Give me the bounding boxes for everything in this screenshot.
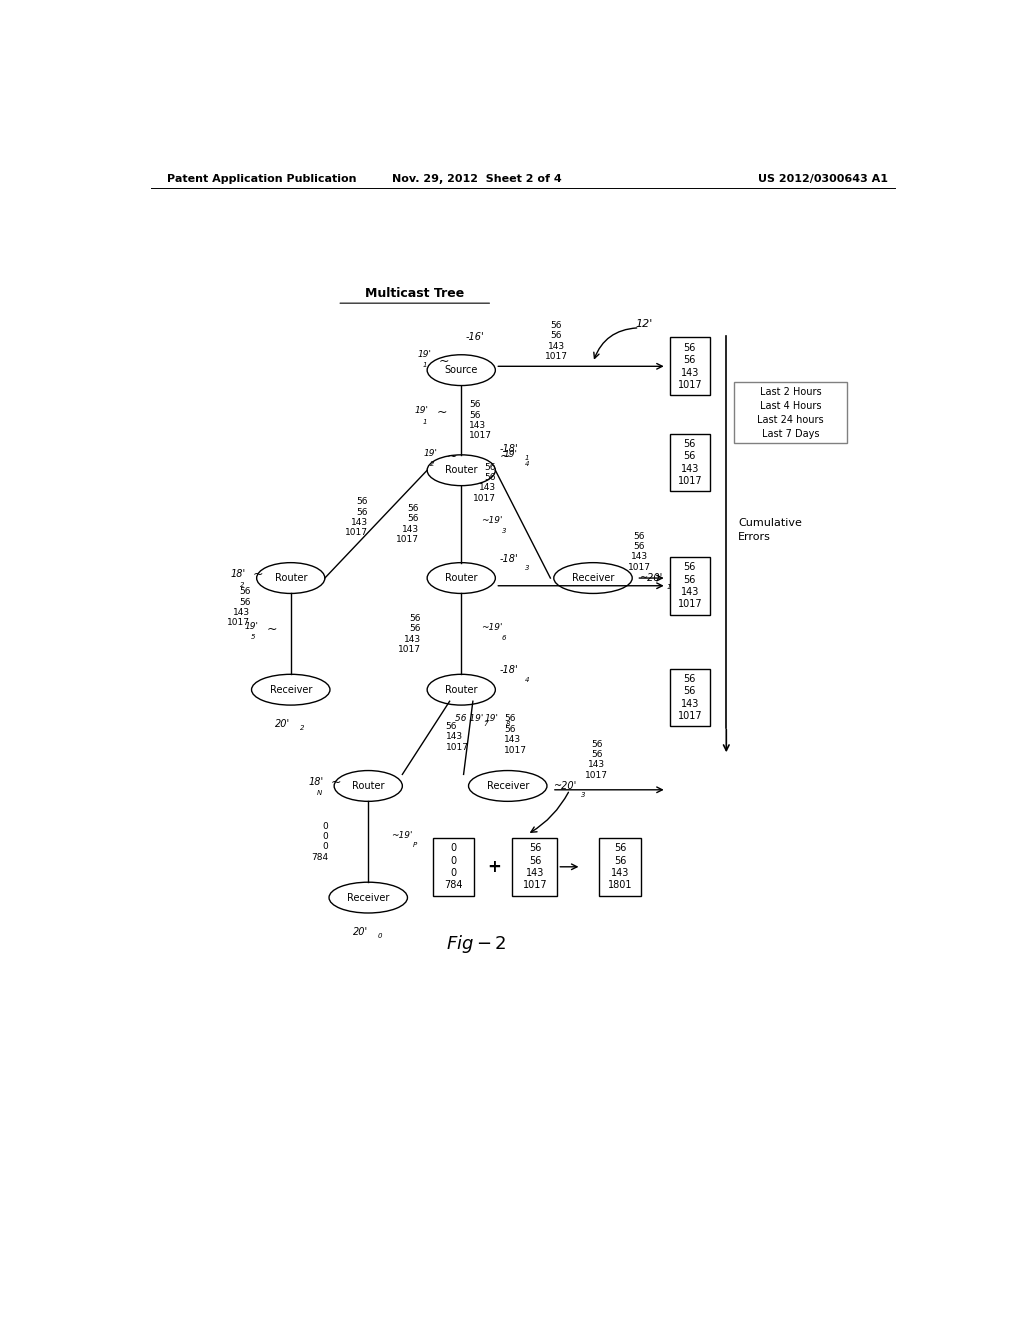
Text: 56
56
143
1017: 56 56 143 1017 [545,321,567,360]
Text: 56
56
143
1017: 56 56 143 1017 [227,587,251,627]
Text: 0
0
0
784: 0 0 0 784 [311,821,328,862]
Text: 19': 19' [244,622,258,631]
Text: 3: 3 [582,792,586,799]
Text: ~: ~ [446,450,457,463]
Text: 56
56
143
1017: 56 56 143 1017 [395,504,419,544]
Text: 56 19': 56 19' [455,714,483,723]
Text: Last 2 Hours
Last 4 Hours
Last 24 hours
Last 7 Days: Last 2 Hours Last 4 Hours Last 24 hours … [758,387,824,438]
Text: Receiver: Receiver [269,685,312,694]
Text: Router: Router [445,573,477,583]
Text: 18': 18' [308,777,324,787]
Text: 4: 4 [524,677,529,682]
Text: 2: 2 [240,582,245,587]
Text: 2: 2 [300,725,304,731]
Text: 19': 19' [484,714,499,723]
Text: -18': -18' [500,665,518,676]
Text: 56
56
143
1801: 56 56 143 1801 [608,843,633,891]
Text: US 2012/0300643 A1: US 2012/0300643 A1 [758,174,888,183]
Text: 6: 6 [502,635,506,642]
Text: 56
56
143
1017: 56 56 143 1017 [678,343,702,389]
Text: 4: 4 [524,461,529,467]
Text: 12': 12' [636,319,653,329]
Text: 3: 3 [524,565,529,572]
Text: Cumulative
Errors: Cumulative Errors [738,519,802,541]
Text: 1: 1 [667,585,671,590]
Text: -18': -18' [500,554,518,564]
Text: 56
56
143
1017: 56 56 143 1017 [522,843,547,891]
Text: ~20': ~20' [554,781,578,791]
Text: 56
56
143
1017: 56 56 143 1017 [504,714,527,755]
Text: 56
56
143
1017: 56 56 143 1017 [678,673,702,721]
Text: Multicast Tree: Multicast Tree [366,286,464,300]
Text: P: P [414,842,418,847]
Text: 56
56
143
1017: 56 56 143 1017 [628,532,651,572]
Text: Receiver: Receiver [486,781,529,791]
Text: Router: Router [352,781,384,791]
Text: 7: 7 [483,721,487,726]
Text: ~: ~ [331,776,341,788]
Text: ~: ~ [267,623,278,636]
Text: 19': 19' [424,449,438,458]
Text: ~: ~ [436,407,447,418]
Text: $\mathit{Fig-2}$: $\mathit{Fig-2}$ [446,933,507,954]
Text: Router: Router [274,573,307,583]
Text: 56
56
143
1017: 56 56 143 1017 [398,614,421,653]
Text: 56
143
1017: 56 143 1017 [445,722,469,752]
Text: 1: 1 [423,363,427,368]
Text: +: + [486,858,501,875]
Text: -16': -16' [465,331,483,342]
Text: ~: ~ [439,354,450,367]
Text: 20': 20' [275,719,291,729]
Text: Source: Source [444,366,478,375]
Text: ~19': ~19' [391,832,413,840]
Text: 19': 19' [504,450,518,459]
Text: 19': 19' [418,350,432,359]
Text: Router: Router [445,685,477,694]
Text: ~19': ~19' [480,516,502,525]
Text: 56
56
143
1017: 56 56 143 1017 [678,562,702,610]
Text: 1: 1 [524,455,529,461]
Text: 56
56
143
1017: 56 56 143 1017 [678,440,702,486]
Text: 56
56
143
1017: 56 56 143 1017 [345,498,369,537]
Text: Receiver: Receiver [347,892,389,903]
Text: 5: 5 [251,634,255,640]
Text: N: N [316,789,322,796]
Text: 0
0
0
784: 0 0 0 784 [444,843,463,891]
Text: 18': 18' [230,569,246,579]
Text: 56
56
143
1017: 56 56 143 1017 [473,462,496,503]
Text: -18': -18' [500,444,518,454]
Text: 56
56
143
1017: 56 56 143 1017 [469,400,492,441]
Text: 2: 2 [430,461,434,467]
Text: Receiver: Receiver [571,573,614,583]
Text: ~: ~ [253,568,263,581]
Text: ~19': ~19' [480,623,502,632]
Text: Patent Application Publication: Patent Application Publication [167,174,356,183]
Text: Nov. 29, 2012  Sheet 2 of 4: Nov. 29, 2012 Sheet 2 of 4 [392,174,561,183]
Text: 3: 3 [502,528,506,535]
Text: Router: Router [445,465,477,475]
Text: 1: 1 [423,418,427,425]
Text: ~20': ~20' [640,573,663,583]
Text: 56
56
143
1017: 56 56 143 1017 [586,739,608,780]
Text: 19': 19' [415,407,429,416]
Text: 8: 8 [506,721,511,726]
Text: 20': 20' [353,927,368,937]
Text: 0: 0 [378,933,382,939]
Text: ~: ~ [500,450,511,463]
